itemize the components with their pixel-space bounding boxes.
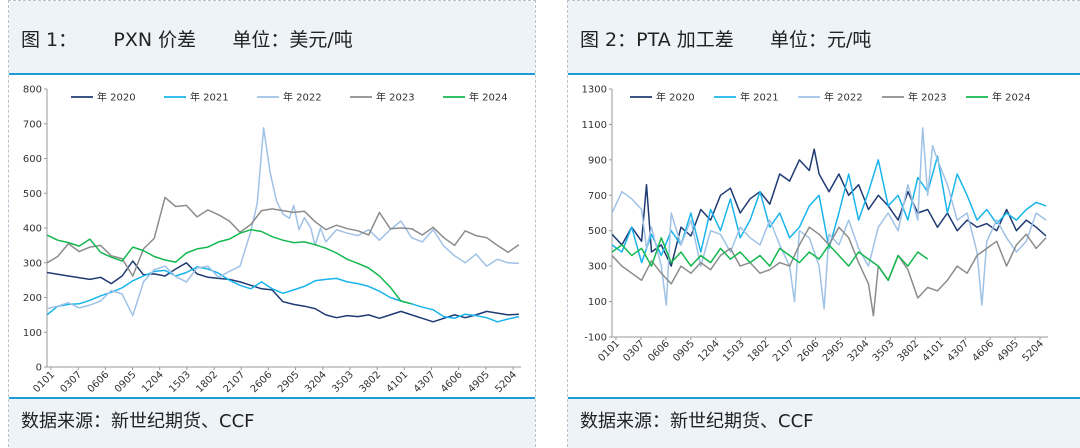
legend-label: 年 2023	[908, 91, 947, 104]
x-tick-label: 2905	[821, 338, 847, 364]
chart-panel-pxn: 图 1： PXN 价差 单位：美元/吨 0 100 200 300 400 500 600 7…	[8, 0, 536, 448]
data-source: 数据来源：新世纪期货、CCF	[21, 411, 255, 432]
series-line-5	[612, 237, 929, 282]
series-line-2	[47, 266, 520, 323]
x-tick-label: 0606	[646, 338, 672, 364]
legend-label: 年 2024	[992, 91, 1031, 104]
panel-title: 图 1： PXN 价差 单位：美元/吨	[21, 29, 353, 51]
x-tick-label: 1802	[194, 369, 220, 395]
series-line-2	[612, 155, 1047, 264]
panel-source-bar: 数据来源：新世纪期货、CCF	[568, 397, 1080, 448]
y-tick-label: 0	[36, 363, 42, 374]
x-tick-label: 5204	[493, 369, 519, 395]
y-tick-label: 900	[588, 155, 607, 166]
x-tick-label: 3503	[871, 338, 897, 364]
x-tick-label: 1503	[721, 338, 747, 364]
y-tick-label: 500	[23, 189, 42, 200]
legend-label: 年 2022	[824, 91, 863, 104]
x-tick-label: 4606	[970, 338, 996, 364]
y-tick-label: -100	[584, 333, 607, 344]
y-tick-label: 600	[23, 154, 42, 165]
x-tick-label: 4905	[466, 369, 492, 395]
panel-title-bar: 图 2：PTA 加工差 单位：元/吨	[568, 1, 1080, 75]
legend-label: 年 2022	[283, 91, 322, 104]
x-tick-label: 1802	[746, 338, 772, 364]
series-line-3	[47, 127, 519, 317]
pxn-chart: 0 100 200 300 400 500 600 700 800 0101 0307 0606 090…	[9, 77, 535, 395]
x-tick-label: 0905	[671, 338, 697, 364]
x-tick-label: 4101	[385, 369, 411, 395]
y-tick-label: 400	[23, 224, 42, 235]
panel-source-bar: 数据来源：新世纪期货、CCF	[9, 397, 535, 448]
series-line-4	[47, 196, 520, 277]
legend-label: 年 2021	[190, 91, 229, 104]
series-line-4	[612, 226, 1047, 317]
x-tick-label: 1503	[167, 369, 193, 395]
x-tick-label: 3204	[846, 338, 872, 364]
legend-label: 年 2023	[376, 91, 415, 104]
pta-chart: -100 100 300 500 700 900 1100 1300 0101 0307 0606 0…	[568, 77, 1080, 395]
x-tick-label: 3802	[357, 369, 383, 395]
x-tick-label: 2606	[796, 338, 822, 364]
x-tick-label: 4307	[946, 338, 972, 364]
x-tick-label: 4606	[439, 369, 465, 395]
y-tick-label: 700	[588, 191, 607, 202]
chart-panel-pta: 图 2：PTA 加工差 单位：元/吨 -100 100 300 500 700 900 11…	[567, 0, 1080, 448]
x-tick-label: 4101	[921, 338, 947, 364]
x-tick-label: 2107	[222, 369, 248, 395]
x-tick-label: 4307	[412, 369, 438, 395]
x-tick-label: 1204	[696, 338, 722, 364]
legend-label: 年 2020	[656, 91, 695, 104]
series-line-3	[612, 127, 1047, 310]
y-tick-label: 1100	[582, 120, 607, 131]
x-tick-label: 1204	[140, 369, 166, 395]
series-line-5	[47, 228, 412, 305]
panel-title-bar: 图 1： PXN 价差 单位：美元/吨	[9, 1, 535, 75]
x-tick-label: 5204	[1020, 338, 1046, 364]
x-tick-label: 4905	[995, 338, 1021, 364]
x-tick-label: 0905	[113, 369, 139, 395]
x-tick-label: 3204	[303, 369, 329, 395]
x-tick-label: 0606	[86, 369, 112, 395]
x-tick-label: 3503	[330, 369, 356, 395]
y-tick-label: 500	[588, 226, 607, 237]
x-tick-label: 2107	[771, 338, 797, 364]
y-tick-label: 700	[23, 119, 42, 130]
y-tick-label: 300	[588, 262, 607, 273]
x-tick-label: 0307	[621, 338, 647, 364]
x-tick-label: 3802	[896, 338, 922, 364]
legend-label: 年 2024	[469, 91, 508, 104]
series-line-1	[47, 260, 519, 323]
y-tick-label: 100	[23, 328, 42, 339]
y-tick-label: 100	[588, 297, 607, 308]
y-tick-label: 200	[23, 293, 42, 304]
y-tick-label: 300	[23, 258, 42, 269]
x-tick-label: 2905	[276, 369, 302, 395]
data-source: 数据来源：新世纪期货、CCF	[580, 411, 814, 432]
panel-title: 图 2：PTA 加工差 单位：元/吨	[580, 29, 872, 51]
legend-label: 年 2021	[740, 91, 779, 104]
x-tick-label: 2606	[249, 369, 275, 395]
x-tick-label: 0307	[59, 369, 85, 395]
legend-label: 年 2020	[97, 91, 136, 104]
y-tick-label: 1300	[582, 85, 607, 96]
y-tick-label: 800	[23, 85, 42, 96]
